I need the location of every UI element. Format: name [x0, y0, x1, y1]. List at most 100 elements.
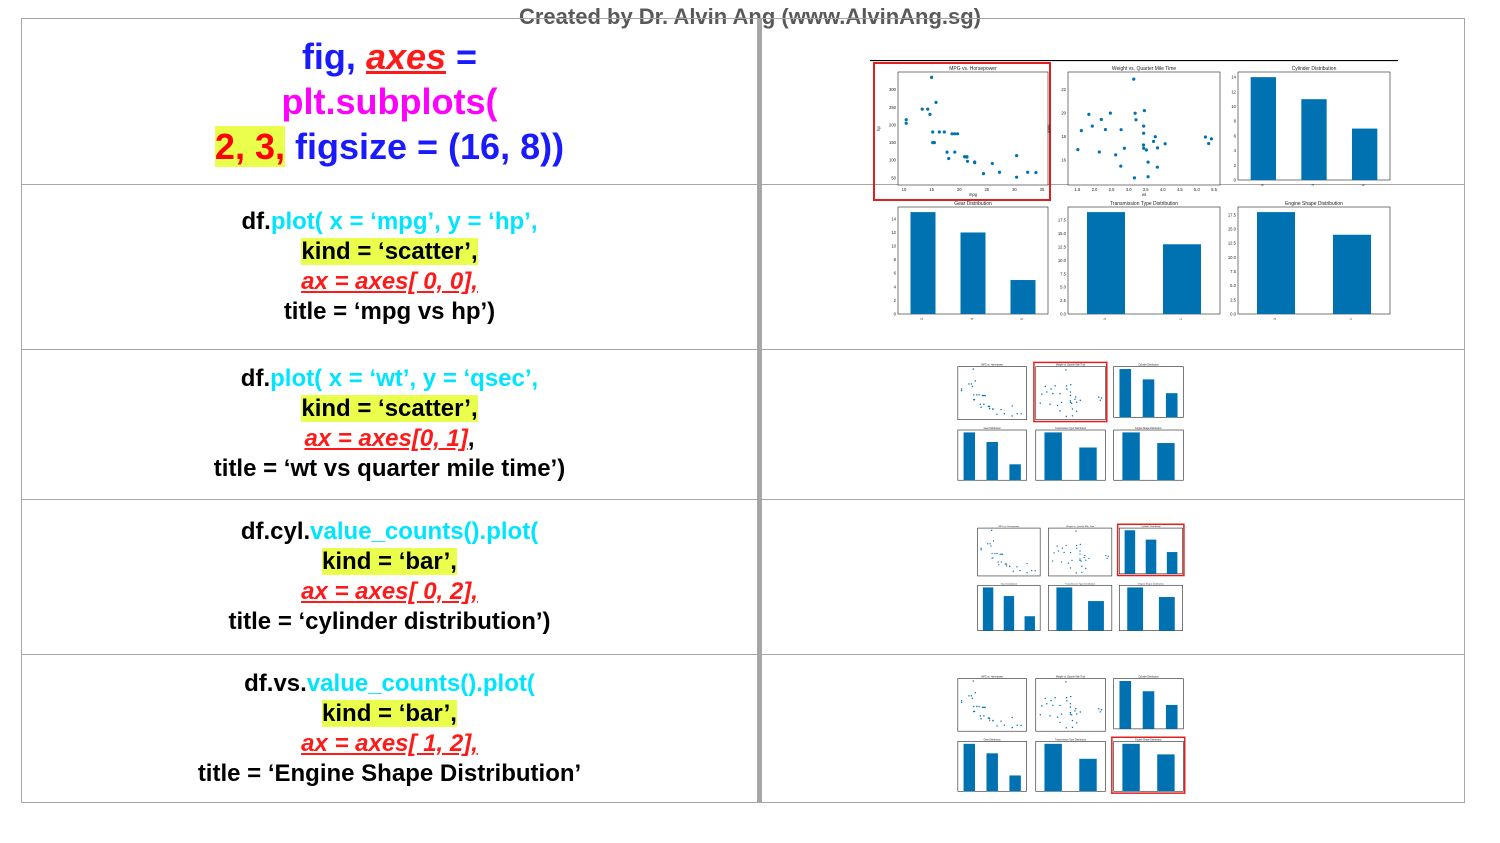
scatter-point — [1075, 707, 1077, 710]
scatter-point — [920, 107, 924, 111]
scatter-point — [953, 132, 957, 136]
subplot-panel: Transmission Type Distribution — [1048, 582, 1113, 631]
subplot-panel: Transmission Type Distribution — [1035, 739, 1106, 792]
scatter-point — [1054, 385, 1056, 387]
y-tick-label: 0.0 — [1230, 312, 1236, 317]
bar — [1157, 443, 1175, 481]
scatter-point — [1134, 118, 1138, 122]
scatter-point — [971, 697, 974, 700]
subplots-figure-thumb: MPG vs. Horsepower Weight vs. Quarter Mil… — [957, 361, 1184, 481]
kind-arg: kind = ‘scatter’, — [301, 395, 478, 422]
code-line-ax: ax = axes[ 0, 0], — [301, 267, 478, 297]
scatter-point — [1049, 715, 1051, 717]
code-method: plot( x = ‘wt’, y = ‘qsec’, — [270, 365, 539, 392]
scatter-point — [1090, 124, 1094, 128]
subplot-panel: Gear Distribution — [957, 427, 1027, 481]
scatter-point — [926, 107, 930, 111]
subplot-title: Gear Distribution — [984, 739, 1002, 742]
header-line-2: plt.subplots( — [281, 81, 498, 122]
scatter-point — [1070, 402, 1073, 405]
scatter-point — [1066, 700, 1068, 702]
y-tick-label: 10.0 — [1058, 258, 1067, 263]
subplot-panel: Weight vs. Quarter Mile Time 1.5 2.0 2.5 3.0… — [1046, 66, 1221, 197]
scatter-point — [1069, 391, 1072, 393]
subplot-title: Weight vs. Quarter Mile Time — [1056, 676, 1086, 679]
subplot-title: Weight vs. Quarter Mile Time — [1056, 364, 1086, 367]
scatter-point — [937, 130, 941, 134]
y-tick-label: 16 — [1061, 158, 1066, 163]
ax-arg: ax = axes[ 0, 0], — [301, 267, 478, 295]
subplot-panel: Weight vs. Quarter Mile Time — [1048, 525, 1113, 577]
subplot-panel: Transmission Type Distribution — [1035, 427, 1106, 481]
category-label: 8 — [1260, 184, 1264, 186]
subplot-panel: Cylinder Distribution — [1113, 676, 1184, 730]
scatter-point — [1056, 716, 1059, 718]
fig-token: fig, — [301, 36, 356, 77]
bar — [1122, 743, 1140, 792]
scatter-point — [1011, 716, 1013, 719]
scatter-point — [973, 160, 977, 164]
subplot-title: Engine Shape Distribution — [1135, 427, 1162, 430]
scatter-point — [1003, 724, 1006, 727]
bar — [910, 212, 936, 314]
code-line-kind: kind = ‘scatter’, — [301, 394, 478, 424]
scatter-point — [1065, 697, 1068, 699]
scatter-point — [934, 100, 938, 105]
scatter-point — [1008, 565, 1011, 567]
scatter-point — [1075, 410, 1078, 413]
comparison-table: fig, axes = plt.subplots( 2, 3, figsize … — [21, 18, 1465, 803]
scatter-point — [960, 701, 963, 704]
subplot-panel: Cylinder Distribution 8 4 6 0 2 4 6 8 10 12 14 — [1231, 66, 1391, 186]
code-method: value_counts().plot( — [306, 670, 535, 697]
subplot-panel: Cylinder Distribution — [1119, 525, 1183, 575]
header-line-1: fig, axes = — [302, 34, 477, 79]
scatter-point — [973, 394, 975, 396]
scatter-point — [1100, 708, 1103, 711]
x-tick-label: 35 — [1040, 187, 1045, 192]
bar — [1009, 775, 1021, 792]
subplot-title: Gear Distribution — [1001, 582, 1018, 585]
scatter-point — [1031, 569, 1033, 572]
axes-frame — [1048, 527, 1113, 577]
bar — [1088, 601, 1104, 631]
scatter-point — [1079, 553, 1081, 555]
scatter-point — [1084, 554, 1086, 557]
category-label: 1 — [1349, 318, 1353, 320]
scatter-point — [1207, 141, 1211, 146]
y-tick-label: 17.5 — [1228, 212, 1237, 217]
y-tick-label: 2 — [1234, 163, 1237, 168]
scatter-point — [1069, 703, 1072, 705]
subplot-title: Cylinder Distribution — [1138, 676, 1159, 679]
subplot-title: Cylinder Distribution — [1141, 525, 1161, 528]
column-divider — [757, 19, 762, 802]
x-axis-label: mpg — [969, 192, 978, 197]
subplots-figure-thumb: MPG vs. Horsepower Weight vs. Quarter Mil… — [957, 676, 1186, 794]
scatter-point — [1133, 111, 1137, 115]
scatter-point — [1005, 565, 1008, 567]
subplots-figure-thumb: MPG vs. Horsepower Weight vs. Quarter Mil… — [977, 523, 1185, 631]
code-object: df. — [240, 365, 271, 392]
bar — [1079, 447, 1097, 481]
scatter-point — [1151, 139, 1156, 144]
highlight-frame — [1033, 361, 1108, 423]
scatter-point — [996, 413, 998, 416]
x-tick-label: 1.5 — [1075, 187, 1081, 192]
scatter-point — [1071, 719, 1074, 722]
scatter-point — [1098, 708, 1100, 710]
scatter-point — [1142, 146, 1146, 150]
scatter-point — [1080, 560, 1082, 562]
code-line-call: df.vs.value_counts().plot( — [244, 669, 535, 699]
scatter-point — [1079, 559, 1081, 562]
x-tick-label: 4.0 — [1160, 187, 1166, 192]
scatter-point — [1044, 697, 1047, 700]
bar — [963, 432, 976, 481]
y-axis-label: hp — [876, 126, 881, 131]
category-label: 0 — [1103, 318, 1107, 320]
x-tick-label: 3.5 — [1143, 187, 1149, 192]
scatter-point — [1046, 703, 1048, 705]
bar — [986, 441, 998, 481]
highlight-frame — [1111, 736, 1186, 794]
scatter-point — [1098, 396, 1100, 398]
code-line-ax: ax = axes[ 0, 2], — [301, 577, 478, 607]
category-label: 3 — [920, 318, 924, 320]
